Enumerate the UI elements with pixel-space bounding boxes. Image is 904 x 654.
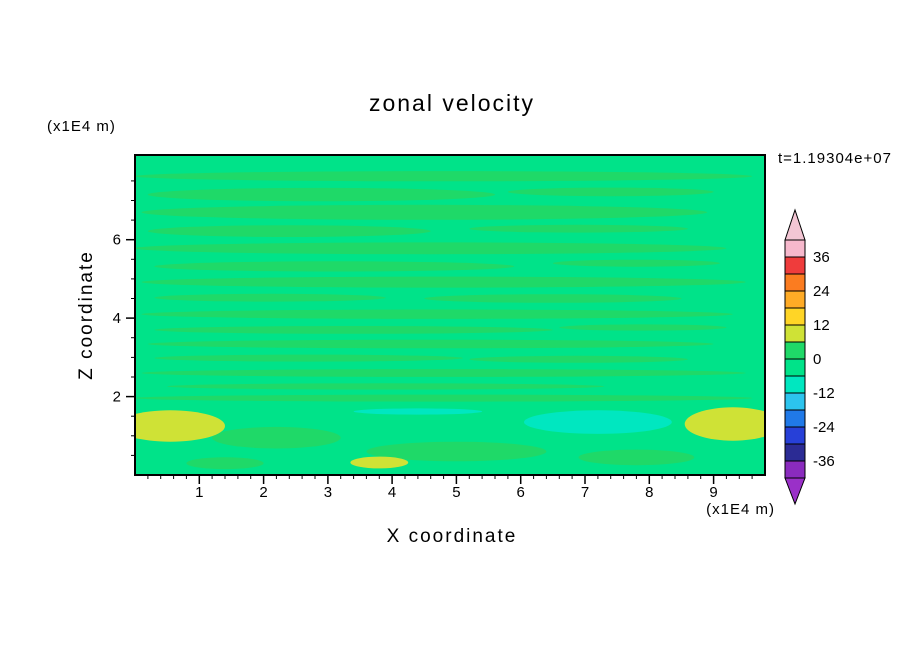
x-tick-label: 4: [388, 484, 396, 501]
contour-band: [552, 259, 721, 267]
colorbar-segment: [784, 426, 806, 445]
contour-band: [366, 441, 547, 462]
colorbar-arrow-down: [784, 477, 806, 506]
contour-band: [135, 242, 727, 255]
colorbar-tick-label: 24: [813, 283, 830, 300]
axis-ticks: 1 2 3 4 5 6 7 8 9 2 4 6: [113, 180, 753, 501]
contour-band: [154, 293, 386, 302]
colorbar-segment: [784, 256, 806, 275]
timestamp-annotation: t=1.19304e+07: [778, 150, 892, 167]
colorbar-segment: [784, 375, 806, 394]
contour-band: [135, 394, 753, 402]
contour-band: [424, 294, 682, 303]
colorbar-tick-label: 36: [813, 249, 830, 266]
y-tick-label: 4: [113, 310, 121, 327]
colorbar-segment: [784, 392, 806, 411]
x-tick-label: 2: [259, 484, 267, 501]
contour-band: [141, 369, 746, 377]
plot-frame: [134, 154, 766, 476]
x-tick-label: 9: [709, 484, 717, 501]
contour-band: [141, 204, 708, 220]
colorbar-tick-label: 12: [813, 317, 830, 334]
colorbar-segment: [784, 460, 806, 479]
contour-band: [684, 407, 765, 441]
contour-band: [469, 224, 688, 233]
contour-band: [167, 383, 605, 390]
y-axis-unit: (x1E4 m): [47, 118, 116, 135]
contour-band: [154, 354, 463, 362]
colorbar-segment: [784, 409, 806, 428]
x-tick-label: 6: [517, 484, 525, 501]
colorbar-segment: [784, 239, 806, 258]
contour-band: [186, 457, 264, 470]
colorbar-segment: [784, 307, 806, 326]
contour-band: [469, 355, 688, 363]
contour-band: [147, 339, 714, 349]
contour-band: [154, 326, 553, 334]
contour-band: [147, 187, 495, 202]
x-tick-label: 8: [645, 484, 653, 501]
contour-band: [350, 456, 409, 469]
contour-band: [578, 449, 695, 466]
colorbar-segment: [784, 324, 806, 343]
chart-title: zonal velocity: [369, 90, 535, 116]
contour-band: [559, 324, 727, 331]
colorbar-segment: [784, 273, 806, 292]
colorbar-tick-label: 0: [813, 351, 821, 368]
colorbar-tick-label: -24: [813, 419, 835, 436]
y-tick-label: 6: [113, 232, 121, 249]
colorbar-tick-label: -36: [813, 453, 835, 470]
colorbar-segment: [784, 341, 806, 360]
contour-band: [141, 276, 746, 288]
x-tick-label: 1: [195, 484, 203, 501]
x-axis-label: X coordinate: [387, 526, 518, 547]
colorbar-arrow-up: [784, 208, 806, 241]
colorbar: 36 24 12 0 -12 -24 -36: [784, 208, 835, 506]
contour-band: [135, 171, 753, 182]
contour-band: [212, 426, 341, 449]
contour-band: [147, 225, 431, 238]
colorbar-tick-label: -12: [813, 385, 835, 402]
contour-band: [507, 187, 714, 197]
y-axis-label: Z coordinate: [76, 250, 97, 380]
contour-band: [141, 309, 733, 319]
contour-field: [135, 171, 765, 470]
contour-band: [353, 408, 483, 415]
x-tick-label: 3: [324, 484, 332, 501]
colorbar-segment: [784, 358, 806, 377]
contour-band: [154, 261, 515, 272]
x-tick-label: 5: [452, 484, 460, 501]
contour-band: [524, 410, 672, 434]
x-tick-label: 7: [581, 484, 589, 501]
x-axis-unit: (x1E4 m): [706, 501, 775, 518]
contour-band: [135, 410, 225, 442]
colorbar-segment: [784, 443, 806, 462]
y-tick-label: 2: [113, 389, 121, 406]
colorbar-segment: [784, 290, 806, 309]
